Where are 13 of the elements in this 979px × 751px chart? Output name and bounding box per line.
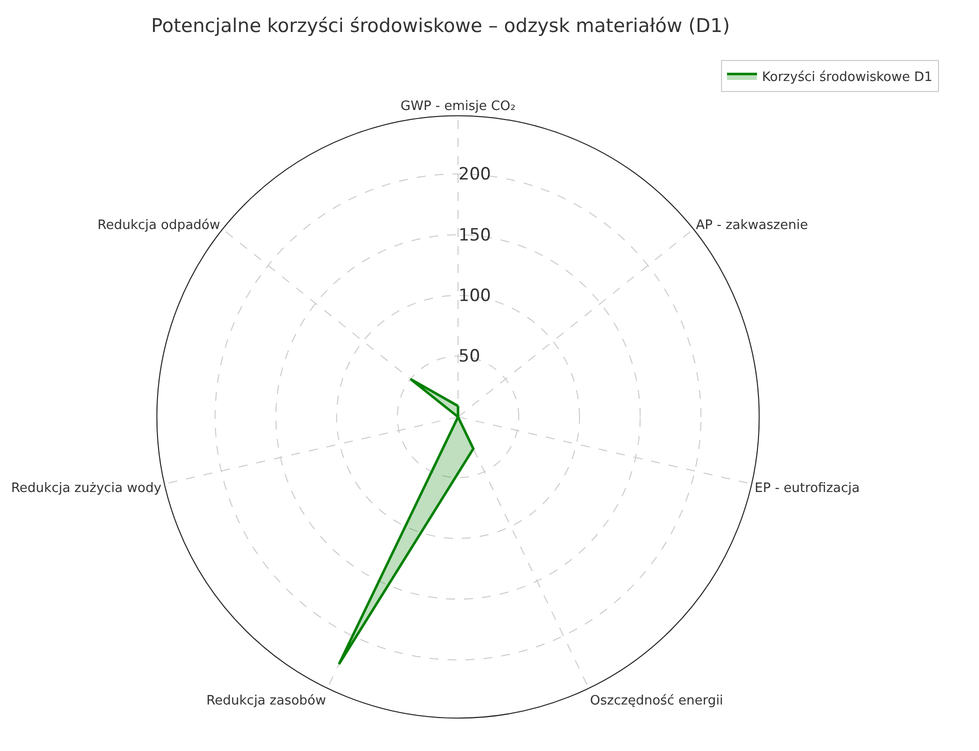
y-tick-label: 50 — [458, 346, 480, 367]
legend-label: Korzyści środowiskowe D1 — [762, 70, 932, 86]
y-tick-label: 200 — [458, 164, 491, 185]
spoke-label: AP - zakwaszenie — [696, 218, 808, 234]
spoke-label: Redukcja odpadów — [98, 218, 221, 234]
y-tick-label: 150 — [458, 225, 491, 246]
spoke-label: EP - eutrofizacja — [754, 480, 860, 496]
chart-title: Potencjalne korzyści środowiskowe – odzysk materiałów (D1) — [151, 15, 730, 38]
y-tick-label: 100 — [458, 286, 491, 306]
spoke-label: Oszczędność energii — [590, 694, 724, 709]
spoke-label: Redukcja zużycia wody — [11, 480, 162, 496]
spoke-label: GWP - emisje CO₂ — [400, 99, 516, 114]
spoke-label: Redukcja zasobów — [206, 694, 326, 709]
